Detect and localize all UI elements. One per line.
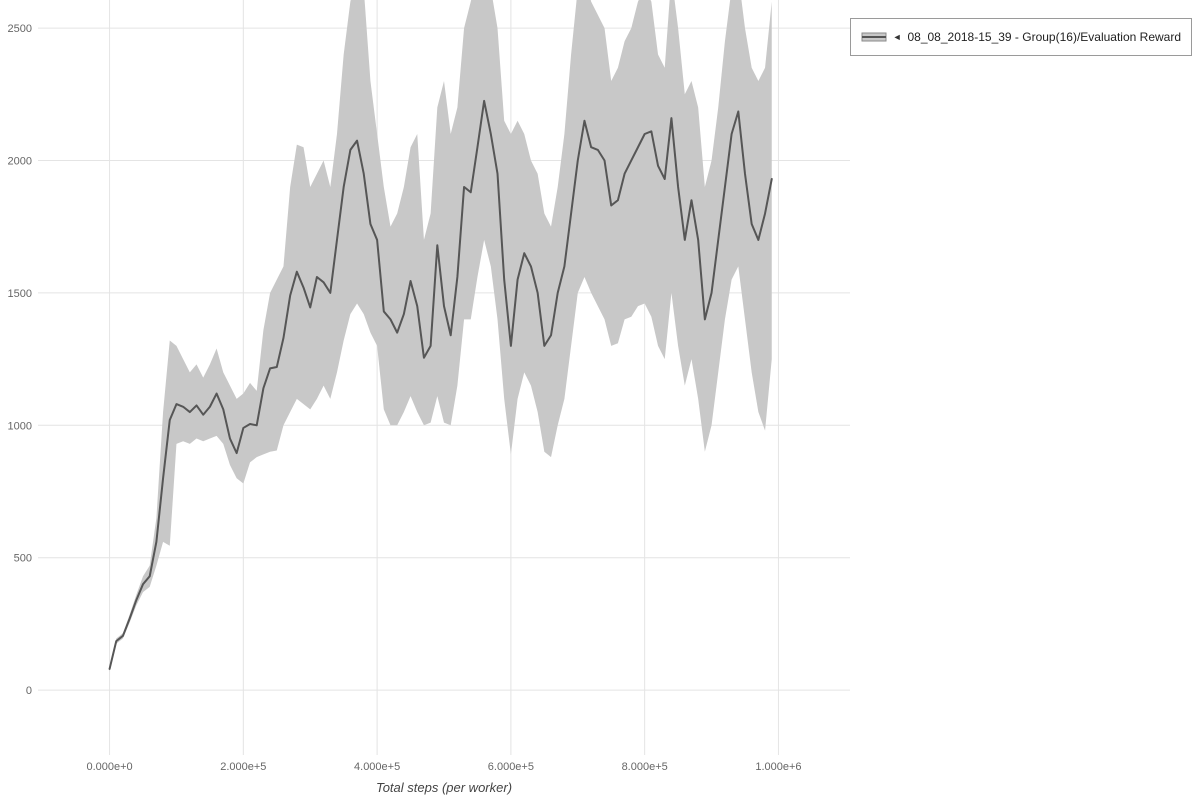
svg-text:2000: 2000 [8,155,32,167]
collapse-arrow-icon[interactable]: ◄ [892,31,902,42]
svg-text:0.000e+0: 0.000e+0 [86,761,132,773]
y-tick-labels: 0 500 1000 1500 2000 2500 [8,23,32,697]
svg-text:4.000e+5: 4.000e+5 [354,761,400,773]
series-band-swatch-icon [861,30,887,44]
svg-text:0: 0 [26,685,32,697]
svg-text:2500: 2500 [8,23,32,35]
svg-text:500: 500 [14,553,32,565]
legend-item-label: 08_08_2018-15_39 - Group(16)/Evaluation … [907,30,1181,44]
legend-item[interactable]: ◄ 08_08_2018-15_39 - Group(16)/Evaluatio… [861,30,1181,44]
svg-text:2.000e+5: 2.000e+5 [220,761,266,773]
svg-text:1000: 1000 [8,420,32,432]
x-axis-title: Total steps (per worker) [376,780,512,795]
svg-text:6.000e+5: 6.000e+5 [488,761,534,773]
confidence-band [109,0,772,672]
svg-text:1500: 1500 [8,288,32,300]
legend: ◄ 08_08_2018-15_39 - Group(16)/Evaluatio… [849,18,1192,56]
svg-text:1.000e+6: 1.000e+6 [755,761,801,773]
mean-line [108,99,773,670]
x-tick-labels: 0.000e+0 2.000e+5 4.000e+5 6.000e+5 8.000e+5… [86,761,801,773]
svg-text:8.000e+5: 8.000e+5 [622,761,668,773]
